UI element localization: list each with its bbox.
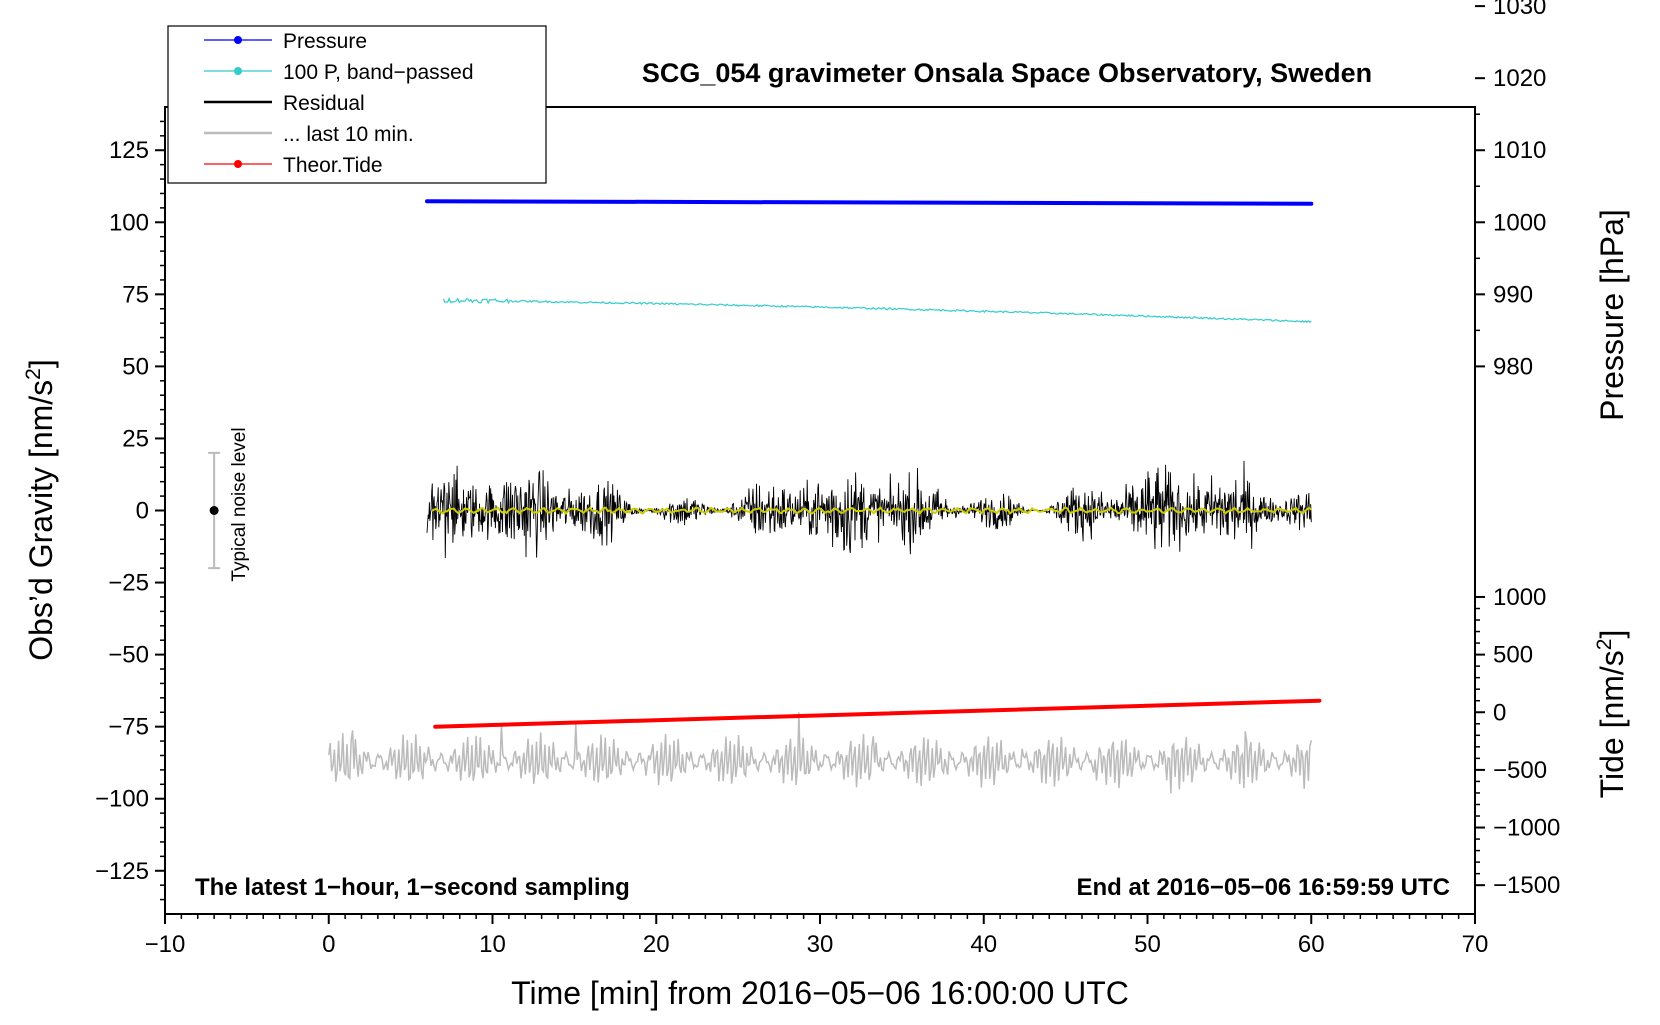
sampling-note: The latest 1−hour, 1−second sampling	[195, 874, 630, 901]
pressure-tick-label: 980	[1493, 353, 1533, 380]
legend-label: 100 P, band−passed	[283, 61, 474, 84]
gravity-tick-label: −25	[108, 570, 149, 597]
tide-tick-label: −500	[1493, 757, 1547, 784]
time-tick-label: 40	[970, 931, 997, 958]
gravity-tick-label: −125	[95, 858, 149, 885]
time-tick-label: −10	[145, 931, 186, 958]
legend-label: Theor.Tide	[283, 154, 383, 177]
time-tick-label: 10	[479, 931, 506, 958]
pressure-line	[425, 199, 1314, 206]
pressure-tick-label: 1010	[1493, 137, 1546, 164]
residual-line	[426, 460, 1312, 559]
pressure-axis: 1030 1020 1010 1000 990 980	[1475, 0, 1546, 380]
legend-label: ... last 10 min.	[283, 123, 414, 146]
noise-level-label: Typical noise level	[229, 427, 250, 581]
time-tick-label: 0	[322, 931, 335, 958]
tide-axis: 1000 500 0 −500 −1000 −1500	[1475, 584, 1560, 899]
end-time-note: End at 2016−05−06 16:59:59 UTC	[1076, 874, 1450, 901]
tide-tick-label: 1000	[1493, 584, 1546, 611]
gravity-axis-title: Obs’d Gravity [nm/s2]	[22, 359, 59, 661]
pressure-tick-label: 1030	[1493, 0, 1546, 20]
last-10-min-line	[328, 712, 1313, 794]
legend: Pressure 100 P, band−passed Residual ... la…	[167, 25, 547, 184]
tide-tick-label: −1000	[1493, 815, 1560, 842]
time-tick-label: 50	[1134, 931, 1161, 958]
band-passed-pressure-line	[442, 296, 1312, 324]
gravity-tick-label: 25	[122, 425, 149, 452]
legend-marker	[234, 160, 242, 168]
gravity-axis-title-text: Obs’d Gravity [nm/s	[23, 380, 59, 661]
gravity-tick-label: 100	[109, 209, 149, 236]
tide-axis-title-sup: 2	[1593, 639, 1616, 651]
pressure-tick-label: 1020	[1493, 65, 1546, 92]
gravity-tick-label: 75	[122, 281, 149, 308]
gravity-tick-label: −100	[95, 786, 149, 813]
pressure-axis-title: Pressure [hPa]	[1594, 209, 1630, 421]
time-tick-label: 20	[643, 931, 670, 958]
pressure-tick-label: 990	[1493, 281, 1533, 308]
legend-box	[167, 25, 547, 184]
tide-tick-label: 0	[1493, 699, 1506, 726]
tide-tick-label: 500	[1493, 642, 1533, 669]
gravity-tick-label: −50	[108, 642, 149, 669]
legend-label: Residual	[283, 92, 365, 115]
legend-marker	[234, 67, 242, 75]
tide-tick-label: −1500	[1493, 872, 1560, 899]
pressure-tick-label: 1000	[1493, 209, 1546, 236]
gravity-axis: 125 100 75 50 25 0 −25 −50 −75 −100 −125	[95, 120, 165, 901]
gravity-tick-label: 0	[136, 498, 149, 525]
time-axis: −10 0 10 20 30 40 50 60 70	[145, 914, 1489, 958]
gravity-axis-title-sup: 2	[22, 368, 45, 380]
legend-label: Pressure	[283, 30, 367, 53]
noise-center-dot	[209, 506, 219, 515]
tide-axis-title-text: Tide [nm/s	[1594, 650, 1630, 798]
x-axis-title: Time [min] from 2016−05−06 16:00:00 UTC	[511, 975, 1129, 1011]
theoretical-tide-line	[433, 698, 1322, 729]
residual-smoothed-line	[431, 506, 1312, 515]
series-layer	[328, 199, 1322, 794]
legend-marker	[234, 36, 242, 44]
tide-axis-title-end: ]	[1594, 630, 1630, 639]
gravity-axis-title-end: ]	[23, 359, 59, 368]
gravity-tick-label: −75	[108, 714, 149, 741]
time-tick-label: 70	[1462, 931, 1489, 958]
gravity-tick-label: 125	[109, 137, 149, 164]
noise-level-indicator: Typical noise level	[208, 427, 250, 582]
gravity-tick-label: 50	[122, 353, 149, 380]
tide-axis-title: Tide [nm/s2]	[1593, 630, 1630, 799]
time-tick-label: 60	[1298, 931, 1325, 958]
chart-title: SCG_054 gravimeter Onsala Space Observat…	[642, 58, 1372, 88]
time-tick-label: 30	[807, 931, 834, 958]
